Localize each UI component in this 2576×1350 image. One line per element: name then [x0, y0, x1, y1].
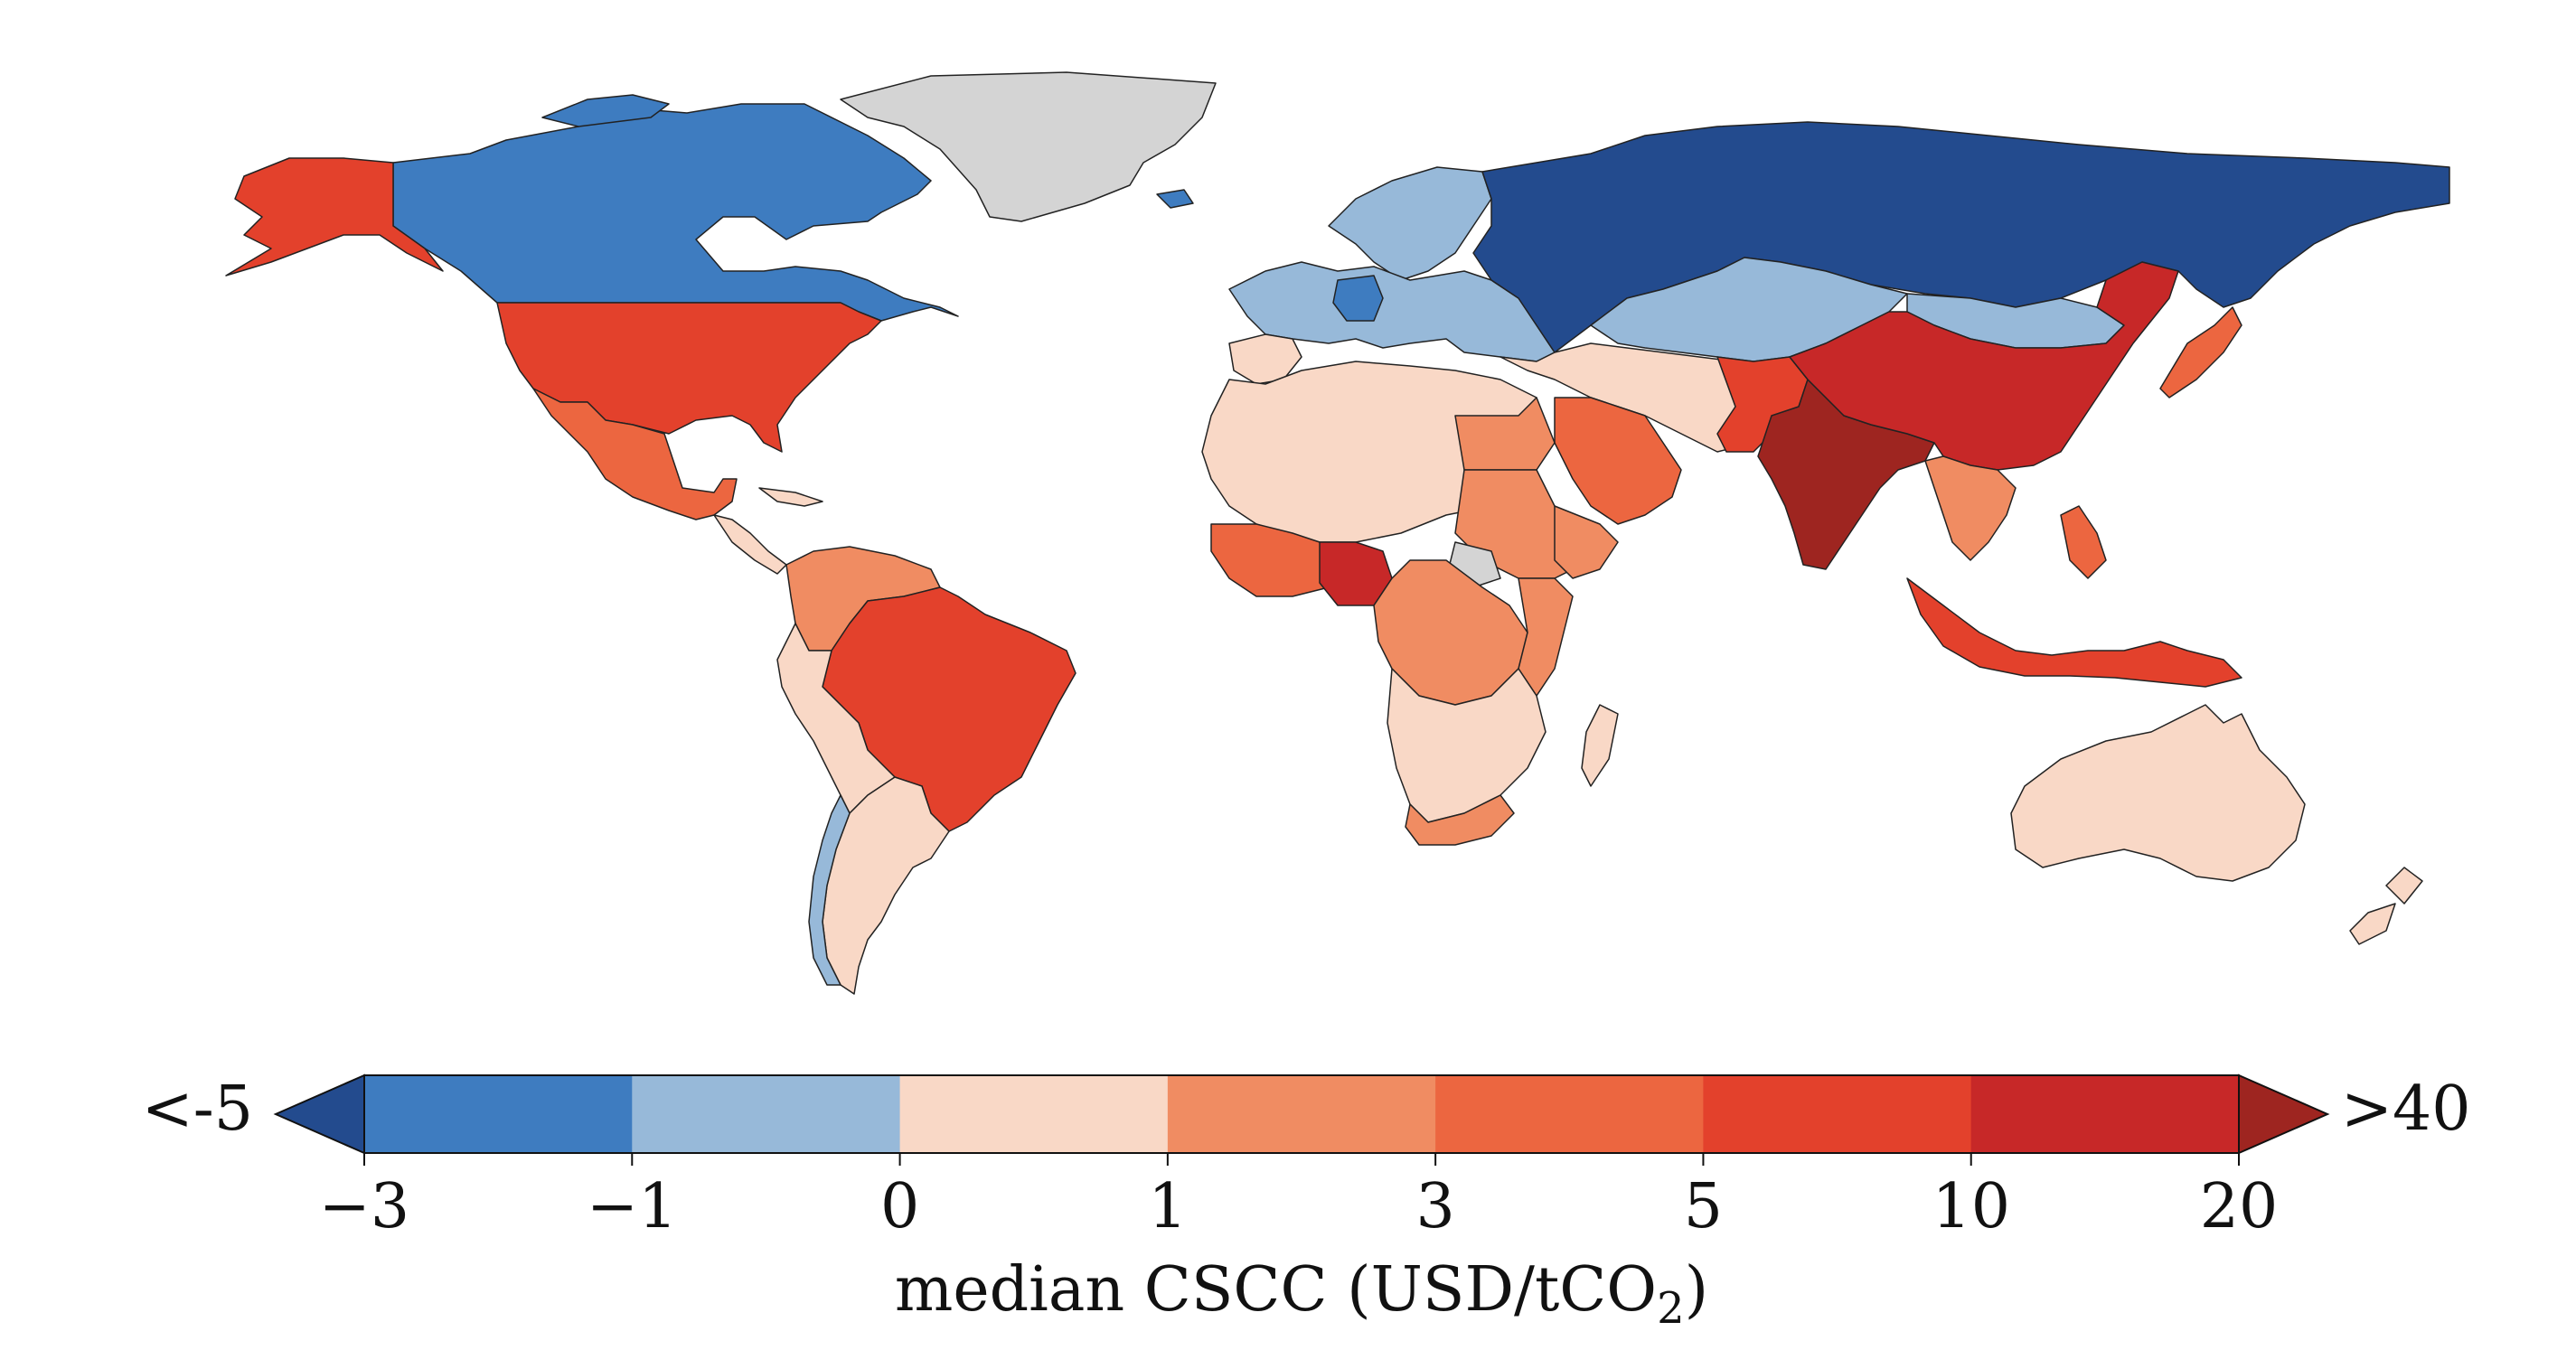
region-southeast-asia [1924, 455, 2017, 561]
world-map [225, 71, 2450, 995]
region-greenland [840, 71, 1217, 222]
region-chile [808, 794, 851, 986]
region-saudi-arabia [1554, 397, 1682, 525]
colorbar: −3 −1 0 1 3 5 10 20 <-5 >40 median CSCC (USD/tC… [142, 1073, 2471, 1334]
region-horn-africa [1554, 505, 1619, 579]
region-mexico [532, 388, 738, 520]
colorbar-tick-label: 10 [1932, 1171, 2010, 1242]
colorbar-ticks: −3 −1 0 1 3 5 10 20 [319, 1153, 2278, 1242]
colorbar-tick-label: 0 [880, 1171, 919, 1242]
region-canada [392, 103, 959, 322]
region-caribbean [758, 487, 823, 507]
colorbar-bin [1703, 1075, 1972, 1153]
region-svalbard [1156, 189, 1194, 209]
region-china [1789, 261, 2179, 471]
colorbar-bin [1435, 1075, 1704, 1153]
region-usa [496, 302, 882, 453]
colorbar-bin [899, 1075, 1169, 1153]
region-alaska [225, 157, 444, 277]
colorbar-tick-label: 20 [2200, 1171, 2279, 1242]
colorbar-bin [632, 1075, 901, 1153]
region-kazakhstan [1590, 257, 1908, 362]
region-japan [2159, 306, 2242, 398]
region-australia [2010, 704, 2306, 882]
region-germany [1332, 275, 1384, 322]
region-arctic-islands [541, 94, 670, 127]
colorbar-extend-high-label: >40 [2341, 1073, 2471, 1145]
region-southern-africa [1387, 668, 1547, 823]
region-central-america [713, 514, 787, 575]
colorbar-extend-low-label: <-5 [142, 1073, 253, 1145]
colorbar-tick-label: 5 [1684, 1171, 1723, 1242]
colorbar-extend-low [273, 1073, 365, 1155]
colorbar-bin [1970, 1075, 2240, 1153]
colorbar-bins [364, 1075, 2240, 1153]
colorbar-tick-label: −1 [587, 1171, 677, 1242]
region-philippines [2060, 505, 2107, 579]
colorbar-bin [1167, 1075, 1436, 1153]
colorbar-label-subscript: 2 [1657, 1283, 1685, 1334]
region-madagascar [1581, 704, 1619, 787]
colorbar-tick-label: 3 [1416, 1171, 1455, 1242]
colorbar-label-main: median CSCC (USD/tCO [895, 1254, 1657, 1326]
region-south-africa [1405, 794, 1515, 846]
colorbar-tick-label: −3 [319, 1171, 409, 1242]
colorbar-label-end: ) [1685, 1254, 1709, 1326]
region-indonesia [1906, 577, 2242, 688]
colorbar-bin [364, 1075, 633, 1153]
colorbar-frame [363, 1074, 2240, 1154]
colorbar-extend-high [2238, 1073, 2330, 1155]
colorbar-axis-label: median CSCC (USD/tCO2) [895, 1254, 1708, 1334]
region-scandinavia [1328, 166, 1492, 281]
region-east-africa [1518, 577, 1574, 697]
colorbar-tick-label: 1 [1148, 1171, 1187, 1242]
region-new-zealand [2349, 867, 2423, 945]
region-iberia [1228, 333, 1302, 385]
